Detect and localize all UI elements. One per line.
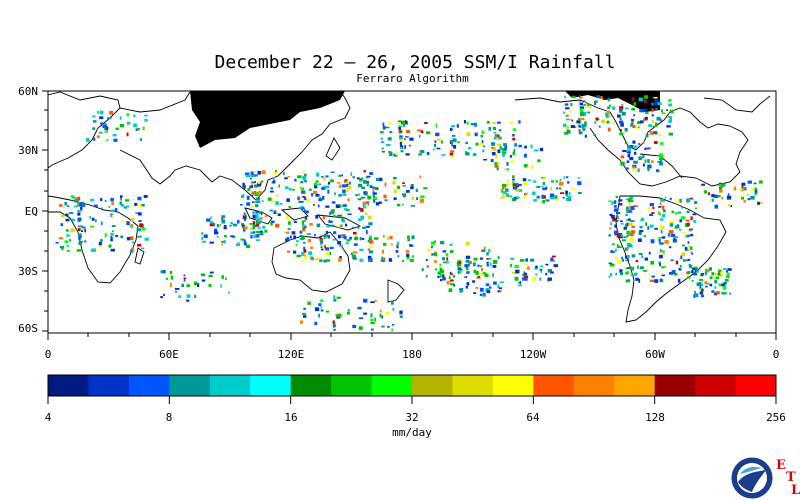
colorbar-label-4: 4 [45, 411, 52, 424]
lat-label-60n: 60N [18, 85, 38, 98]
lon-ticks [47, 333, 777, 340]
colorbar-swatch [290, 375, 332, 396]
rainfall-field [55, 95, 763, 332]
colorbar-swatch [250, 375, 292, 396]
map-title: December 22 – 26, 2005 SSM/I Rainfall [214, 52, 616, 73]
colorbar-label-8: 8 [166, 411, 173, 424]
lat-label-60s: 60S [18, 322, 38, 335]
colorbar-swatch [371, 375, 413, 396]
lon-label-0: 0 [45, 348, 52, 361]
colorbar-swatch [735, 375, 777, 396]
lon-label-0-east: 0 [773, 348, 780, 361]
lon-label-120w: 120W [520, 348, 547, 361]
colorbar-swatch [209, 375, 251, 396]
colorbar-label-64: 64 [526, 411, 540, 424]
lat-ticks [42, 90, 48, 332]
colorbar-swatch [533, 375, 575, 396]
colorbar-label-128: 128 [645, 411, 665, 424]
no-data-mask [190, 91, 660, 148]
colorbar-swatch [452, 375, 494, 396]
lon-label-120e: 120E [278, 348, 305, 361]
colorbar-label-16: 16 [284, 411, 297, 424]
colorbar-swatch [412, 375, 453, 396]
etl-letter-e: E [776, 458, 786, 473]
lon-label-60e: 60E [159, 348, 179, 361]
colorbar-swatch [695, 375, 737, 396]
colorbar-swatch [331, 375, 373, 396]
etl-letter-t: T [786, 470, 796, 485]
lat-label-30s: 30S [18, 265, 38, 278]
colorbar-swatch [128, 375, 170, 396]
colorbar-swatch [48, 375, 89, 396]
colorbar-ticks [47, 396, 777, 404]
colorbar-label-256: 256 [766, 411, 786, 424]
lon-label-180: 180 [402, 348, 422, 361]
colorbar-swatch [654, 375, 696, 396]
noaa-logo [730, 456, 774, 500]
colorbar-label-32: 32 [405, 411, 418, 424]
lon-label-60w: 60W [645, 348, 665, 361]
map-subtitle: Ferraro Algorithm [356, 72, 469, 85]
colorbar-swatch [614, 375, 656, 396]
colorbar-swatch [88, 375, 130, 396]
colorbar-swatch [169, 375, 211, 396]
colorbar [48, 375, 777, 396]
colorbar-units: mm/day [392, 426, 432, 439]
colorbar-swatch [492, 375, 534, 396]
lat-label-eq: EQ [25, 205, 38, 218]
etl-letter-l: L [791, 483, 800, 498]
lat-label-30n: 30N [18, 144, 38, 157]
colorbar-swatch [573, 375, 615, 396]
